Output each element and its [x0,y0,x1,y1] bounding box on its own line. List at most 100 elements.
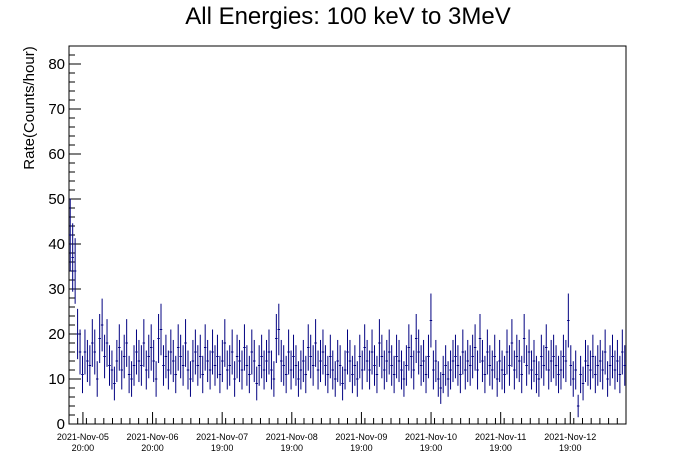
data-point [505,329,509,375]
data-point [618,355,622,394]
data-point [108,345,111,386]
data-point [520,355,523,394]
data-point [235,334,239,379]
data-point [422,339,425,383]
data-point [545,324,548,371]
data-point [282,345,285,386]
y-axis-ticks: 0 10 20 30 40 50 60 70 80 [48,45,81,433]
data-point [402,361,406,397]
data-point [493,334,496,379]
y-tick-label: 70 [48,101,65,118]
data-point [476,350,479,390]
data-point [265,339,268,383]
data-point [444,345,447,386]
data-point [338,345,342,386]
data-point [118,324,121,371]
data-point [530,350,533,390]
data-point [606,361,609,397]
data-point [125,319,128,367]
data-point [103,334,106,379]
data-point [314,319,317,367]
data-point [537,361,541,397]
data-point [270,350,273,390]
data-point [461,329,465,375]
data-point [287,329,290,375]
data-point [69,198,72,272]
chart-title: All Energies: 100 keV to 3MeV [185,3,511,30]
data-point [535,355,538,394]
x-tick-label-time: 19:00 [211,443,234,453]
data-point [478,313,482,364]
data-point [284,355,288,394]
data-point [76,308,79,360]
data-point [439,372,442,404]
data-point [272,361,276,397]
data-point [360,350,364,390]
data-point [451,339,455,383]
data-point [147,334,150,379]
data-point [510,319,514,367]
data-point [230,329,234,375]
data-point [358,334,361,379]
data-point [579,355,582,394]
data-point [412,350,415,390]
data-point [154,361,158,397]
data-point [441,355,445,394]
x-axis-ticks: 2021-Nov-0520:002021-Nov-0620:002021-Nov… [57,412,627,453]
data-point [86,339,89,383]
data-point [260,334,263,379]
data-point [576,394,580,418]
data-point [488,345,492,386]
data-point [392,355,396,394]
data-point [370,329,374,375]
x-tick-label-time: 19:00 [489,443,512,453]
data-point [567,293,570,348]
data-point [149,324,153,371]
data-point [277,303,281,356]
data-point [233,361,236,397]
data-point [169,329,173,375]
data-point [623,345,626,386]
x-tick-label-date: 2021-Nov-10 [405,432,457,442]
data-point [110,350,114,390]
x-tick-label-date: 2021-Nov-12 [544,432,596,442]
data-point [228,345,231,386]
data-point [616,339,619,383]
data-point [289,350,293,390]
y-axis-label: Rate(Counts/hour) [21,46,38,169]
data-point [216,334,219,379]
data-point [547,350,550,390]
data-point [581,366,585,401]
data-point [449,350,452,390]
data-point [390,345,393,386]
data-point [466,339,469,383]
data-point [199,334,202,379]
data-point [437,361,440,397]
data-point [572,361,575,397]
data-point [267,329,271,375]
x-tick-label-time: 19:00 [420,443,443,453]
data-point [586,345,590,386]
data-point [275,313,278,364]
data-point [525,345,528,386]
data-point [186,350,190,390]
data-point [373,345,376,386]
data-point [91,319,94,367]
data-point [206,339,209,383]
data-point [73,238,77,304]
data-point [213,345,217,386]
x-tick-label-time: 20:00 [72,443,95,453]
x-tick-label-time: 19:00 [559,443,582,453]
y-tick-label: 80 [48,56,65,73]
data-point [127,355,131,394]
data-points [69,198,626,418]
data-point [179,334,182,379]
data-point [245,345,249,386]
data-point [378,319,381,367]
data-point [292,334,295,379]
data-point [599,339,602,383]
data-point [100,298,104,352]
data-point [400,350,403,390]
y-tick-label: 60 [48,146,65,163]
data-point [280,339,283,383]
